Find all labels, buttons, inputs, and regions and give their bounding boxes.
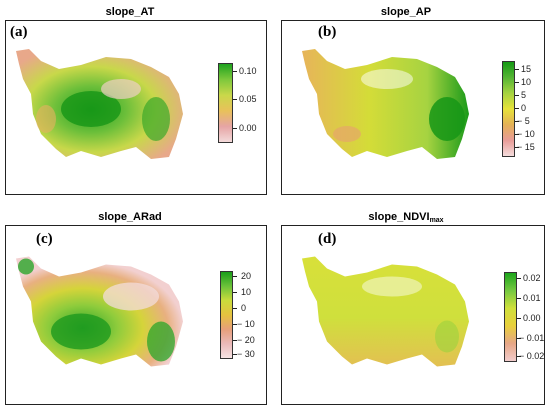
panel-c-tick-label: 20 — [241, 272, 251, 281]
panel-b-colorbar — [502, 61, 515, 157]
panel-c-tick-label: − 20 — [237, 336, 255, 345]
panel-d-title-sub: max — [430, 217, 444, 224]
panel-d-tickmark — [517, 298, 521, 299]
panel-a-map — [11, 39, 191, 179]
panel-d-tick-label: 0.02 — [523, 274, 541, 283]
panel-a-tickmark — [233, 71, 237, 72]
panel-b: slope_AP (b) 15 10 5 0 — [276, 0, 550, 200]
panel-a-tickmark — [233, 99, 237, 100]
panel-b-title: slope_AP — [346, 6, 466, 18]
panel-c-tickmark — [233, 292, 237, 293]
panel-d-tick-label: − 0.02 — [519, 352, 544, 361]
panel-c-colorbar — [220, 271, 233, 359]
panel-c-tick-label: − 10 — [237, 320, 255, 329]
panel-b-tickmark — [515, 95, 519, 96]
panel-d-tick-label: 0.01 — [523, 294, 541, 303]
panel-b-tickmark — [515, 108, 519, 109]
panel-a-tick-label: 0.05 — [239, 95, 257, 104]
panel-d-tick-label: − 0.01 — [519, 334, 544, 343]
panel-b-tick-label: − 15 — [517, 143, 535, 152]
panel-a: slope_AT (a) 0.10 0.05 0.00 — [0, 0, 272, 200]
panel-b-frame: (b) 15 10 5 0 − 5 − 10 — [281, 20, 545, 195]
panel-a-colorbar — [218, 63, 233, 143]
panel-a-title: slope_AT — [70, 6, 190, 18]
panel-b-tickmark — [515, 82, 519, 83]
panel-c-tick-label: 10 — [241, 288, 251, 297]
panel-a-tick-label: 0.10 — [239, 67, 257, 76]
panel-c-tickmark — [233, 276, 237, 277]
panel-d-tick-label: 0.00 — [523, 314, 541, 323]
panel-d-tickmark — [517, 278, 521, 279]
panel-b-tick-label: 15 — [521, 65, 531, 74]
panel-b-tick-label: − 10 — [517, 130, 535, 139]
panel-b-tickmark — [515, 69, 519, 70]
panel-d-title: slope_NDVImax — [336, 211, 476, 224]
panel-d-frame: (d) 0.02 0.01 0.00 − 0.01 − 0.02 — [281, 225, 545, 405]
panel-b-map — [297, 39, 477, 179]
panel-c-tick-label: − 30 — [237, 350, 255, 359]
panel-d-colorbar — [504, 272, 517, 362]
panel-c-tick-label: 0 — [241, 304, 246, 313]
panel-d-tickmark — [517, 318, 521, 319]
panel-c-map — [11, 244, 191, 389]
panel-b-tick-label: 10 — [521, 78, 531, 87]
panel-c-title: slope_ARad — [70, 211, 190, 223]
panel-d-map — [297, 244, 477, 389]
panel-c-frame: (c) 20 10 0 − 10 — [5, 225, 267, 405]
panel-c-tickmark — [233, 308, 237, 309]
panel-b-tick-label: 0 — [521, 104, 526, 113]
panel-b-tick-label: − 5 — [517, 117, 530, 126]
panel-d: slope_NDVImax (d) 0.02 0.01 0.00 − 0.01 … — [276, 205, 550, 409]
panel-d-title-main: slope_NDVI — [368, 211, 429, 223]
panel-a-tickmark — [233, 128, 237, 129]
panel-a-tick-label: 0.00 — [239, 124, 257, 133]
panel-a-frame: (a) 0.10 0.05 0.00 — [5, 20, 267, 195]
panel-b-tick-label: 5 — [521, 91, 526, 100]
panel-c: slope_ARad (c) 20 — [0, 205, 272, 409]
